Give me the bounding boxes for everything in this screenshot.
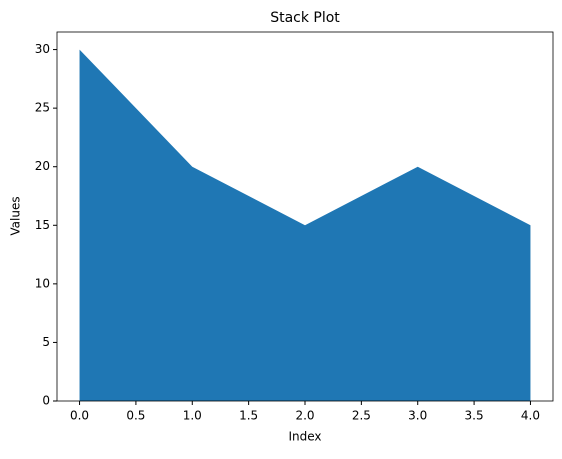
y-axis-label: Values xyxy=(9,196,23,235)
x-tick-label: 0.5 xyxy=(126,409,145,423)
x-axis-label: Index xyxy=(288,430,321,444)
y-tick-label: 5 xyxy=(42,335,50,349)
y-tick-label: 25 xyxy=(35,101,50,115)
x-tick-label: 1.5 xyxy=(239,409,258,423)
y-tick-label: 10 xyxy=(35,276,50,290)
x-tick-label: 3.5 xyxy=(465,409,484,423)
area xyxy=(79,49,531,401)
x-tick-label: 2.5 xyxy=(352,409,371,423)
plot-frame xyxy=(56,31,554,402)
y-tick-label: 15 xyxy=(35,218,50,232)
x-tick-label: 1.0 xyxy=(183,409,202,423)
x-tick-label: 4.0 xyxy=(521,409,540,423)
x-tick-label: 2.0 xyxy=(295,409,314,423)
y-tick-label: 0 xyxy=(42,394,50,408)
y-tick-label: 30 xyxy=(35,42,50,56)
x-tick-label: 0.0 xyxy=(70,409,89,423)
x-tick-label: 3.0 xyxy=(408,409,427,423)
y-tick-label: 20 xyxy=(35,159,50,173)
chart-title: Stack Plot xyxy=(270,10,340,26)
